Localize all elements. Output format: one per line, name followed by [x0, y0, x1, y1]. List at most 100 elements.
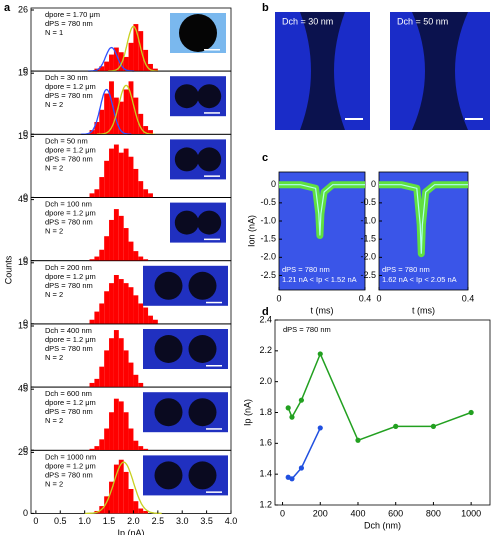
fit-curve	[81, 88, 132, 135]
y-tick-label: 0	[371, 179, 376, 189]
inset-pore	[188, 271, 217, 300]
annotation: dPS = 780 nm	[45, 218, 93, 227]
bar	[113, 398, 119, 451]
bar	[94, 189, 100, 198]
annotation: N = 2	[45, 416, 63, 425]
annotation: N = 2	[45, 100, 63, 109]
bar	[152, 319, 158, 324]
bar	[109, 412, 114, 451]
annotation: dPS = 780 nm	[282, 265, 330, 274]
bar	[118, 279, 124, 324]
annotation: Dch = 600 nm	[45, 389, 92, 398]
bar	[143, 189, 149, 198]
bar	[133, 501, 139, 514]
y-tick-label: 0	[23, 445, 28, 455]
annotation: 1.21 nA < Ip < 1.52 nA	[282, 275, 357, 284]
inset-pore	[179, 14, 217, 52]
bar	[89, 130, 95, 135]
inset-pore	[197, 84, 222, 109]
bar	[109, 81, 114, 135]
y-tick-label: 45	[18, 194, 28, 204]
y-tick-label: 2.2	[259, 345, 272, 355]
bar	[133, 295, 139, 324]
annotation: Dch = 200 nm	[45, 263, 92, 272]
bar	[109, 148, 114, 198]
bar	[138, 446, 144, 451]
plot-area	[274, 319, 491, 506]
bar	[138, 303, 144, 324]
y-tick-label: -1.5	[360, 234, 376, 244]
panel-label: a	[4, 2, 11, 14]
bar	[99, 109, 105, 135]
inset-pore	[197, 210, 222, 235]
bar	[123, 228, 129, 261]
annotation: dPS = 780 nm	[283, 325, 331, 334]
y-tick-label: 1.2	[259, 499, 272, 509]
bar	[118, 401, 124, 451]
bar	[123, 89, 129, 135]
y-axis-title: Ion (nA)	[246, 215, 256, 247]
y-tick-label: 0	[23, 255, 28, 265]
annotation: dpore = 1.2 μm	[45, 398, 96, 407]
point	[393, 423, 399, 429]
y-tick-label: -1.5	[260, 234, 276, 244]
bar	[128, 428, 134, 451]
image-label: Dch = 30 nm	[282, 16, 333, 26]
bar	[123, 148, 129, 198]
y-tick-label: 0	[23, 65, 28, 75]
bar	[152, 68, 158, 71]
x-tick-label: 1.0	[78, 516, 91, 526]
bar	[118, 52, 124, 71]
bar	[143, 49, 149, 71]
inset-pore	[188, 335, 217, 363]
bar	[133, 24, 139, 71]
fit-curve	[84, 461, 162, 515]
x-axis-title: Dch (nm)	[364, 520, 401, 530]
x-tick-label: 200	[313, 508, 328, 518]
scale-bar	[206, 301, 222, 304]
bar	[138, 508, 144, 514]
bar	[113, 209, 119, 261]
bar	[123, 350, 129, 387]
y-tick-label: 0	[23, 192, 28, 202]
bar	[148, 315, 153, 324]
annotation: N = 2	[45, 353, 63, 362]
bar	[89, 448, 95, 451]
x-tick-label: 3.0	[176, 516, 189, 526]
bar	[94, 311, 100, 324]
bar	[109, 219, 114, 261]
fit-curve	[88, 46, 135, 72]
inset-pore	[174, 210, 199, 235]
bar	[109, 283, 114, 324]
x-tick-label: 1.5	[103, 516, 116, 526]
point	[468, 409, 474, 416]
x-tick-label: 2.0	[127, 516, 140, 526]
y-tick-label: 15	[18, 68, 28, 78]
bar	[143, 259, 149, 261]
bar	[94, 122, 100, 135]
bar	[94, 256, 100, 261]
trace	[379, 184, 468, 254]
inset-pore	[154, 271, 183, 300]
bar	[143, 126, 149, 135]
scale-bar	[204, 238, 220, 241]
point	[285, 405, 291, 411]
bar	[89, 319, 95, 324]
point	[289, 476, 295, 482]
annotation: N = 2	[45, 290, 63, 299]
panel-label: d	[262, 306, 269, 318]
annotation: N = 2	[45, 163, 63, 172]
bar	[138, 382, 144, 387]
bar	[94, 378, 100, 387]
annotation: dpore = 1.2 μm	[45, 461, 96, 470]
bar	[104, 61, 110, 71]
annotation: dPS = 780 nm	[45, 344, 93, 353]
x-tick-label: 1000	[461, 508, 481, 518]
annotation: dPS = 780 nm	[45, 281, 93, 290]
x-tick-label: 0.4	[462, 293, 475, 303]
bar	[113, 275, 119, 324]
micrograph	[390, 12, 490, 130]
bar	[113, 144, 119, 198]
bar	[128, 81, 134, 135]
